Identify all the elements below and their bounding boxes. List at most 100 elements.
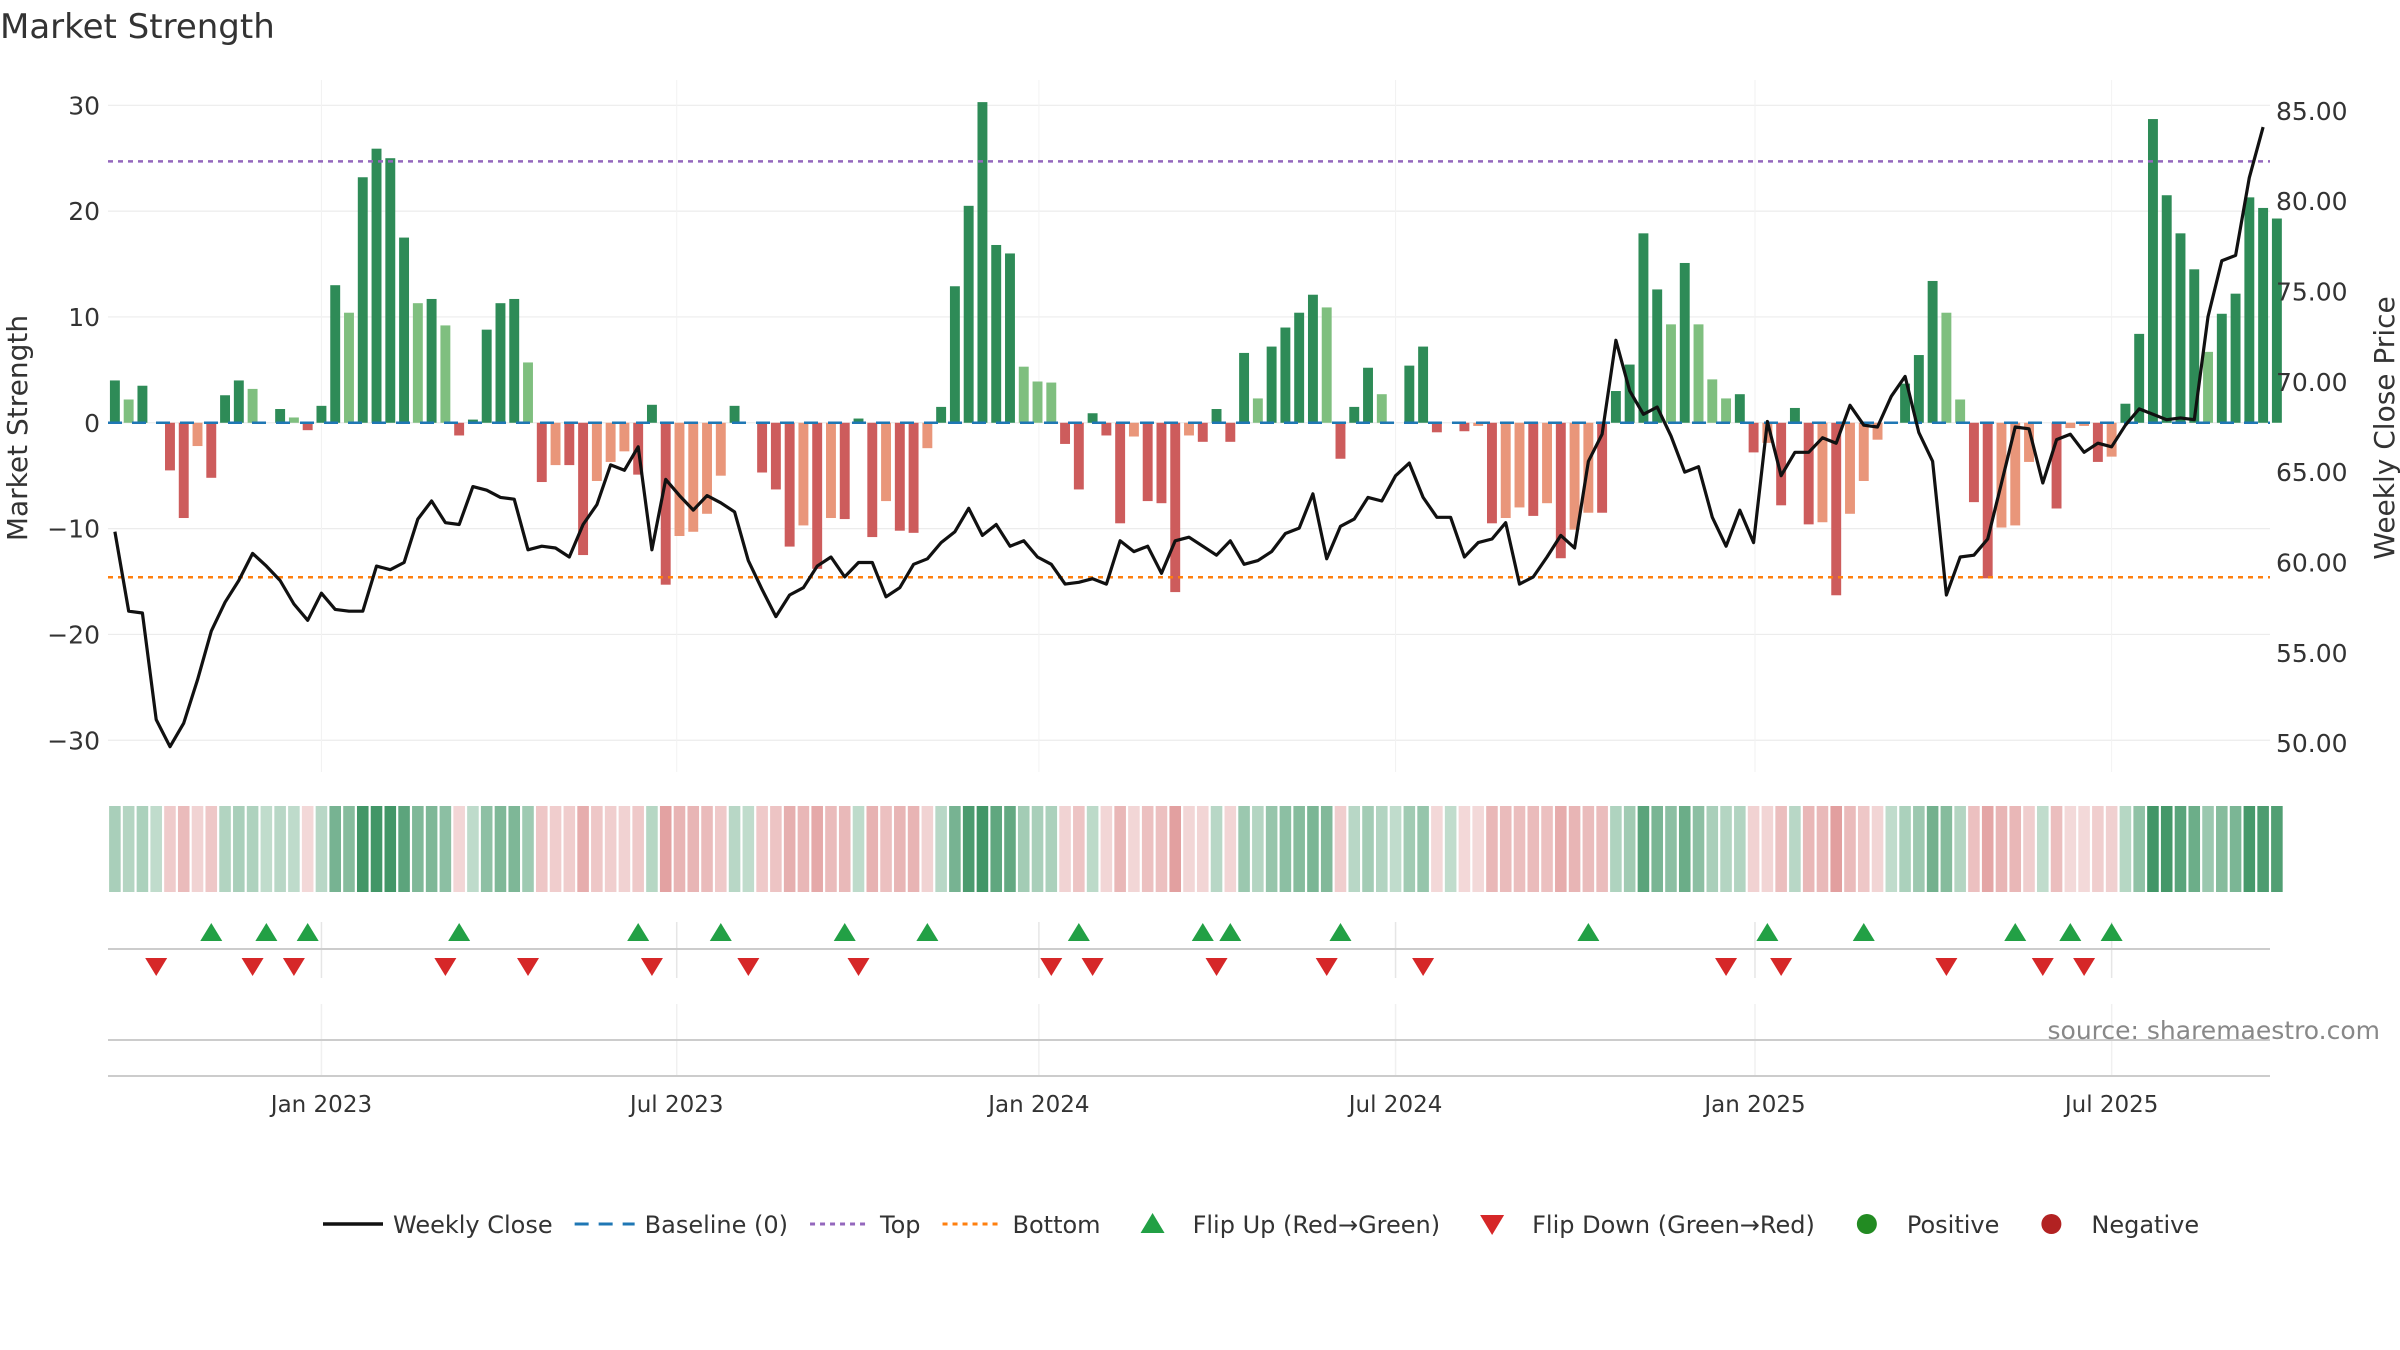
strength-bar: [1349, 406, 1360, 423]
strength-bar: [2216, 313, 2227, 423]
legend-item-positive: Positive: [1856, 1211, 1999, 1239]
strength-bar: [1679, 262, 1690, 423]
strength-bar: [922, 422, 933, 449]
strength-bar: [481, 329, 492, 423]
strip-cell: [398, 806, 410, 892]
strength-bar: [1913, 355, 1924, 423]
flip-up-marker: [916, 923, 939, 941]
strip-cell: [894, 806, 906, 892]
flip-up-marker: [2004, 923, 2027, 941]
y-tick-label: 30: [68, 91, 100, 120]
strength-bar: [2161, 195, 2172, 423]
strip-cell: [646, 806, 658, 892]
strength-bar: [371, 148, 382, 423]
strip-cell: [866, 806, 879, 892]
strength-bar: [1156, 422, 1167, 504]
strength-bar: [839, 422, 850, 520]
strength-bar: [288, 417, 299, 423]
strip-cell: [467, 806, 479, 892]
strip-cell: [1981, 806, 1994, 892]
strip-cell: [508, 806, 521, 892]
strength-bar: [591, 422, 602, 481]
strength-bar: [2010, 422, 2021, 526]
strip-cell: [1114, 806, 1126, 892]
strength-bar: [1115, 422, 1126, 524]
strength-bar: [1845, 422, 1855, 514]
strip-cell: [1128, 806, 1140, 892]
strip-cell: [274, 806, 286, 892]
strength-bar: [385, 158, 396, 423]
flip-down-marker: [1412, 958, 1435, 976]
strip-cell: [2119, 806, 2132, 892]
strength-bar: [1955, 399, 1966, 423]
strip-cell: [1995, 806, 2008, 892]
flip-down-marker: [640, 958, 663, 976]
strength-bar: [1473, 422, 1484, 426]
legend-label: Baseline (0): [645, 1211, 788, 1239]
strength-bar: [1542, 422, 1552, 504]
strip-cell: [1417, 806, 1429, 892]
strip-cell: [535, 806, 548, 892]
strength-bar: [1734, 394, 1745, 423]
strip-cell: [852, 806, 865, 892]
flip-up-marker: [448, 923, 471, 941]
flip-up-marker: [296, 923, 319, 941]
strength-bar: [1101, 422, 1112, 436]
strength-bar: [2051, 422, 2062, 509]
strip-cell: [687, 806, 700, 892]
flip-down-marker: [517, 958, 540, 976]
strip-cell: [122, 806, 135, 892]
strip-cell: [1431, 806, 1443, 892]
strip-cell: [2188, 806, 2201, 892]
strength-bar: [2106, 422, 2117, 457]
strip-cell: [701, 806, 713, 892]
strength-bar: [1666, 324, 1676, 423]
strength-bar: [206, 422, 217, 478]
strength-bar: [440, 325, 451, 423]
strip-cell: [604, 806, 617, 892]
strip-cell: [1073, 806, 1085, 892]
strength-bar: [1528, 422, 1539, 516]
flip-down-marker: [1935, 958, 1958, 976]
chart-title: Market Strength: [0, 7, 275, 47]
strength-bar: [798, 422, 809, 526]
strip-cell: [439, 806, 452, 892]
strip-cell: [949, 806, 961, 892]
strip-cell: [2271, 806, 2283, 892]
strength-bar: [2189, 269, 2200, 423]
strip-cell: [825, 806, 837, 892]
y2-axis-label: Weekly Close Price: [2368, 296, 2400, 559]
strength-bar: [330, 285, 341, 423]
legend-label: Flip Down (Green→Red): [1532, 1211, 1815, 1239]
strength-bar: [1982, 422, 1993, 579]
strip-cell: [2050, 806, 2063, 892]
strip-cell: [1031, 806, 1044, 892]
strip-cell: [370, 806, 383, 892]
strength-bar: [991, 244, 1002, 423]
strength-bar: [1597, 422, 1608, 513]
strip-cell: [1747, 806, 1760, 892]
strip-cell: [2257, 806, 2269, 892]
flip-down-marker: [145, 958, 168, 976]
strength-bar: [2244, 197, 2255, 423]
strip-cell: [1830, 806, 1843, 892]
strength-bar: [467, 419, 478, 423]
strip-cell: [1279, 806, 1292, 892]
strip-cell: [770, 806, 782, 892]
strength-bar: [523, 362, 533, 423]
strength-bar: [454, 422, 465, 436]
strip-cell: [1802, 806, 1815, 892]
flip-down-marker: [2031, 958, 2054, 976]
strength-bar: [1789, 407, 1800, 423]
flip-down-marker: [847, 958, 870, 976]
strength-bar: [1941, 312, 1952, 423]
strip-cell: [1141, 806, 1154, 892]
strip-cell: [205, 806, 218, 892]
flip-down-marker: [737, 958, 760, 976]
strength-bar: [2134, 333, 2145, 423]
strength-bar: [1927, 280, 1938, 423]
weekly-close-series: [113, 126, 2265, 749]
strength-bar: [412, 303, 423, 423]
strip-cell: [1899, 806, 1911, 892]
strip-cell: [1362, 806, 1374, 892]
